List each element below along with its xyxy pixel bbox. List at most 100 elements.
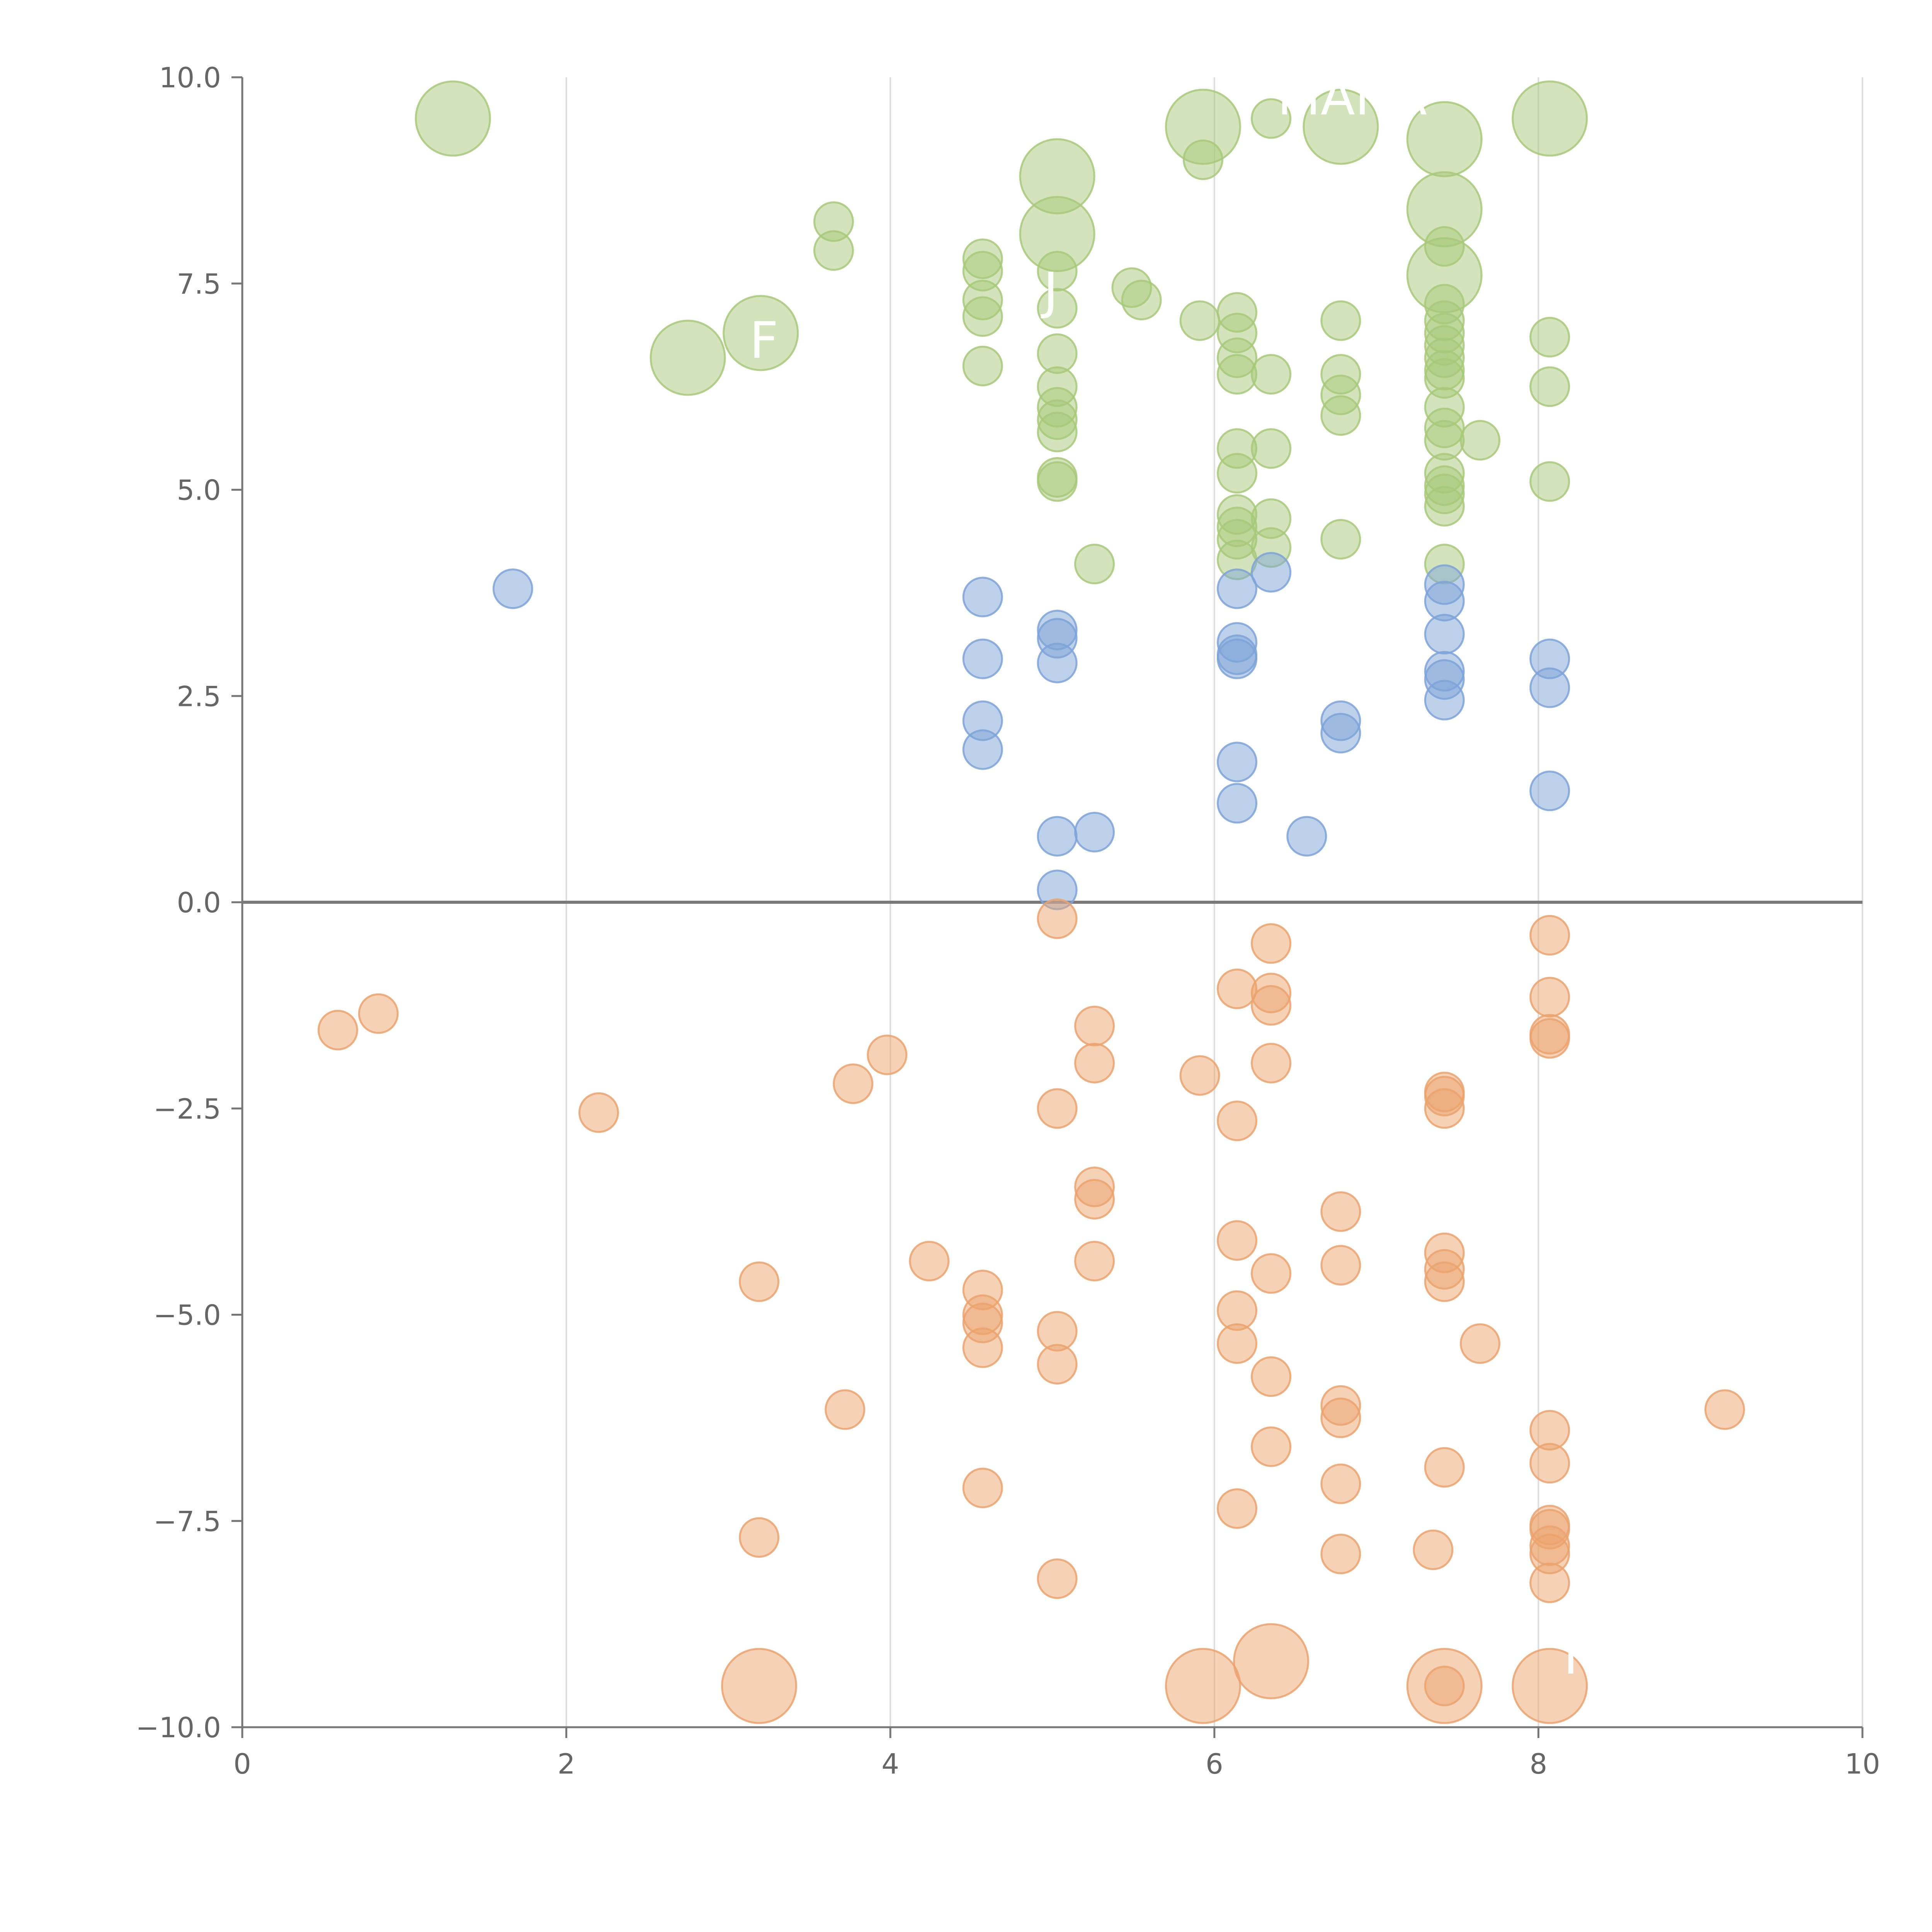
- data-point: [1251, 985, 1292, 1026]
- data-point: [1037, 643, 1078, 684]
- data-point: [813, 230, 854, 271]
- data-point: [1251, 1426, 1292, 1467]
- data-point: [1251, 428, 1292, 469]
- y-tick-label: −7.5: [153, 1505, 221, 1537]
- data-point: [721, 1648, 798, 1724]
- data-point: [1165, 1648, 1241, 1724]
- data-point: [1529, 1562, 1570, 1603]
- data-point: [1217, 783, 1258, 824]
- data-point: [1320, 395, 1361, 436]
- y-tick-label: 2.5: [177, 680, 221, 713]
- data-point: [739, 1517, 780, 1558]
- data-point: [1182, 139, 1223, 180]
- data-point: [1037, 816, 1078, 857]
- data-point: [1320, 1245, 1361, 1286]
- data-point: [1704, 1389, 1745, 1430]
- annotations-layer: MANA J F I: [750, 68, 1578, 1685]
- data-point: [1251, 98, 1292, 139]
- data-point: [1037, 1558, 1078, 1599]
- data-point: [962, 296, 1003, 337]
- data-point: [962, 1468, 1003, 1509]
- data-point: [1074, 1005, 1115, 1046]
- y-tick-label: −5.0: [153, 1299, 221, 1332]
- data-point: [962, 345, 1003, 386]
- data-point: [1217, 1323, 1258, 1364]
- data-point: [867, 1034, 908, 1075]
- y-tick-label: −10.0: [136, 1711, 221, 1744]
- data-point: [1512, 80, 1588, 157]
- data-point: [1217, 638, 1258, 679]
- data-point: [1320, 519, 1361, 560]
- data-point: [1217, 742, 1258, 782]
- data-point: [1459, 420, 1500, 461]
- data-point: [1251, 552, 1292, 593]
- data-point: [1424, 486, 1465, 527]
- data-point: [650, 320, 726, 396]
- x-tick-label: 6: [1206, 1748, 1223, 1780]
- annotation-label: I: [1563, 1627, 1578, 1685]
- data-point: [1529, 770, 1570, 811]
- data-point: [1424, 1665, 1465, 1706]
- data-point: [415, 80, 491, 157]
- data-point: [1424, 680, 1465, 721]
- annotation-label: F: [750, 311, 779, 370]
- data-point: [1303, 88, 1379, 165]
- annotation-label: J: [1041, 262, 1058, 320]
- data-point: [909, 1241, 950, 1282]
- data-point: [1074, 1043, 1115, 1083]
- data-point: [825, 1389, 866, 1430]
- data-point: [1179, 1055, 1220, 1096]
- y-tick-label: 0.0: [177, 886, 221, 919]
- data-point: [1074, 1241, 1115, 1282]
- data-point: [1320, 1191, 1361, 1232]
- data-point: [1179, 300, 1220, 341]
- data-point: [1512, 1648, 1588, 1724]
- data-point: [1074, 544, 1115, 585]
- data-point: [1121, 279, 1162, 320]
- data-point: [1074, 1179, 1115, 1220]
- data-point: [962, 1327, 1003, 1368]
- data-point: [1217, 1488, 1258, 1529]
- data-point: [358, 993, 399, 1034]
- data-point: [1251, 1043, 1292, 1083]
- data-point: [1320, 1534, 1361, 1575]
- data-point: [1037, 1344, 1078, 1385]
- y-tick-label: −2.5: [153, 1093, 221, 1125]
- data-point: [1424, 614, 1465, 655]
- data-point: [739, 1261, 780, 1302]
- data-point: [1529, 667, 1570, 708]
- data-point: [1037, 898, 1078, 939]
- data-point: [1320, 1397, 1361, 1438]
- data-point: [1074, 812, 1115, 853]
- data-point: [1037, 1088, 1078, 1129]
- data-point: [1217, 354, 1258, 395]
- data-point: [1529, 461, 1570, 502]
- data-point: [1424, 1447, 1465, 1488]
- data-point: [1320, 1463, 1361, 1504]
- x-tick-label: 10: [1845, 1748, 1880, 1780]
- data-point: [492, 568, 533, 609]
- data-point: [317, 1010, 358, 1051]
- data-point: [578, 1092, 619, 1133]
- data-point: [1424, 1261, 1465, 1302]
- data-point: [1251, 354, 1292, 395]
- data-point: [1217, 1100, 1258, 1141]
- data-point: [1320, 713, 1361, 753]
- data-point: [962, 638, 1003, 679]
- axes-layer: 10.0 7.5 5.0 2.5 0.0 −2.5 −5.0 −7.5 −10.0 0 2 4 6 8 10: [136, 61, 1880, 1780]
- data-point: [1413, 1529, 1454, 1570]
- data-point: [1251, 923, 1292, 964]
- x-tick-label: 2: [558, 1748, 575, 1780]
- data-point: [1424, 1088, 1465, 1129]
- y-tick-label: 10.0: [159, 61, 221, 94]
- data-point: [1037, 288, 1078, 329]
- data-point: [1529, 366, 1570, 407]
- x-tick-label: 4: [881, 1748, 899, 1780]
- data-point: [1529, 1443, 1570, 1484]
- data-point: [1251, 1356, 1292, 1397]
- data-point: [1529, 915, 1570, 956]
- y-tick-label: 7.5: [177, 268, 221, 300]
- annotation-label: MANA: [1277, 68, 1427, 126]
- data-point: [1217, 453, 1258, 494]
